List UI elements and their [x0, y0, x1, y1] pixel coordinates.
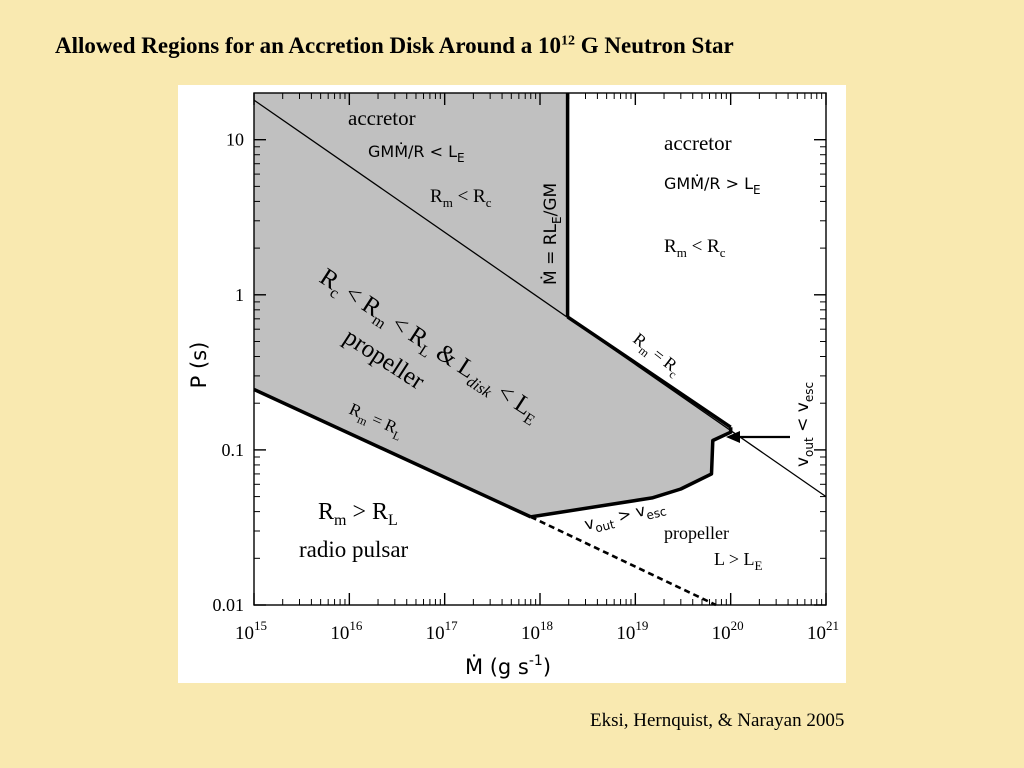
acc-right-rm: Rm < Rc — [664, 236, 726, 260]
x-tick-label-5: 1019 — [616, 618, 648, 644]
prop-right-cond-label: L > LE — [714, 549, 762, 573]
x-axis-label-exp: -1 — [529, 653, 543, 669]
x-axis-label-tail: ) — [543, 655, 551, 679]
propeller-region — [254, 93, 731, 517]
series-line-6 — [530, 515, 717, 607]
pulsar-rm-label: Rm > RL — [318, 499, 398, 529]
x-axis-label: Ṁ (g s-1) — [465, 653, 551, 679]
prop-right-word-label: propeller — [664, 523, 729, 543]
acc-right-cond: GMṀ/R > LE — [664, 174, 761, 197]
y-tick-label-1: 10 — [226, 130, 244, 150]
y-tick-label-2: 1 — [235, 285, 244, 305]
x-tick-label-7: 1021 — [807, 618, 839, 644]
x-tick-label-4: 1018 — [521, 618, 553, 644]
x-tick-label-1: 1015 — [235, 618, 267, 644]
credit-citation: Eksi, Hernquist, & Narayan 2005 — [590, 710, 845, 731]
x-tick-label-6: 1020 — [712, 618, 744, 644]
title-main: Allowed Regions for an Accretion Disk Ar… — [55, 33, 562, 58]
acc-right-title: accretor — [664, 131, 732, 155]
x-axis-label-base: Ṁ (g s — [465, 654, 529, 679]
x-tick-label-2: 1016 — [330, 618, 363, 644]
acc-left-cond: GMṀ/R < LE — [368, 142, 465, 165]
slide-title: Allowed Regions for an Accretion Disk Ar… — [55, 33, 734, 59]
title-exponent: 12 — [561, 33, 576, 49]
series-line-4 — [530, 427, 733, 519]
x-tick-label-3: 1017 — [426, 618, 459, 644]
y-tick-label-3: 0.1 — [222, 440, 245, 460]
series-line-3 — [566, 315, 732, 429]
series-line-5 — [253, 387, 532, 519]
y-tick-label-4: 0.01 — [213, 595, 245, 615]
chart-figure: 1015 1016 1017 1018 1019 1020 1021 10 1 0.1 0.01 P… — [178, 85, 846, 683]
vout-arrow — [726, 431, 790, 443]
mdot-line-label: Ṁ = RLE/GM — [540, 183, 564, 285]
chart-svg: 1015 1016 1017 1018 1019 1020 1021 10 1 0.1 0.01 P… — [187, 92, 839, 679]
acc-left-title: accretor — [348, 106, 416, 130]
vout-gt-vesc-label: vout > vesc — [582, 496, 668, 538]
title-tail: G Neutron Star — [575, 33, 734, 58]
acc-left-rm: Rm < Rc — [430, 186, 492, 210]
pulsar-word-label: radio pulsar — [299, 537, 409, 562]
y-axis-label: P (s) — [187, 342, 211, 389]
vout-lt-vesc-label: vout < vesc — [793, 382, 816, 467]
